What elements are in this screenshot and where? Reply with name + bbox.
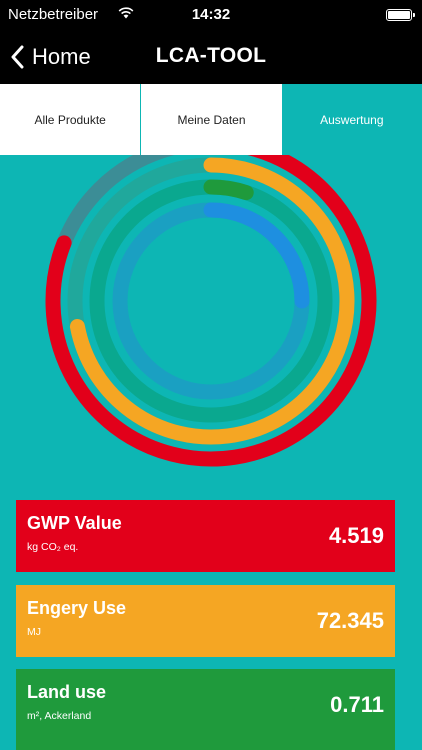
ring-progress-water (203, 202, 310, 309)
chevron-left-icon (11, 45, 24, 69)
tab-auswertung[interactable]: Auswertung (281, 84, 422, 155)
metric-value: 4.519 (328, 523, 384, 548)
metric-card-land[interactable]: Land use m², Ackerland 0.711 (16, 669, 395, 750)
tab-bar: Alle Produkte Meine Daten Auswertung (0, 84, 422, 155)
ring-track-land (89, 179, 333, 423)
metric-value: 0.711 (330, 692, 384, 717)
battery-icon (386, 9, 415, 21)
clock: 14:32 (191, 6, 231, 23)
activity-rings (45, 155, 377, 467)
metric-unit: kg CO₂ eq. (27, 541, 79, 553)
metric-unit: m², Ackerland (27, 710, 92, 722)
status-bar: Netzbetreiber 14:32 (0, 0, 422, 30)
metric-card-gwp[interactable]: GWP Value kg CO₂ eq. 4.519 (16, 500, 395, 572)
carrier-name: Netzbetreiber (8, 6, 99, 23)
metric-card-energy[interactable]: Engery Use MJ 72.345 (16, 585, 395, 657)
metric-title: GWP Value (27, 513, 122, 533)
ring-progress-land (203, 179, 254, 201)
back-button[interactable]: Home (10, 40, 91, 74)
metric-title: Land use (27, 682, 107, 702)
metric-unit: MJ (27, 626, 41, 638)
wifi-icon (118, 7, 134, 19)
ring-progress-energy (69, 157, 355, 445)
navigation-bar: Home LCA-TOOL (0, 30, 422, 84)
back-label: Home (32, 44, 91, 69)
tab-meine-daten[interactable]: Meine Daten (140, 84, 282, 155)
metric-value: 72.345 (316, 608, 384, 633)
tab-alle-produkte[interactable]: Alle Produkte (0, 84, 141, 155)
ring-progress-gwp (45, 155, 377, 467)
metric-title: Engery Use (27, 598, 127, 618)
